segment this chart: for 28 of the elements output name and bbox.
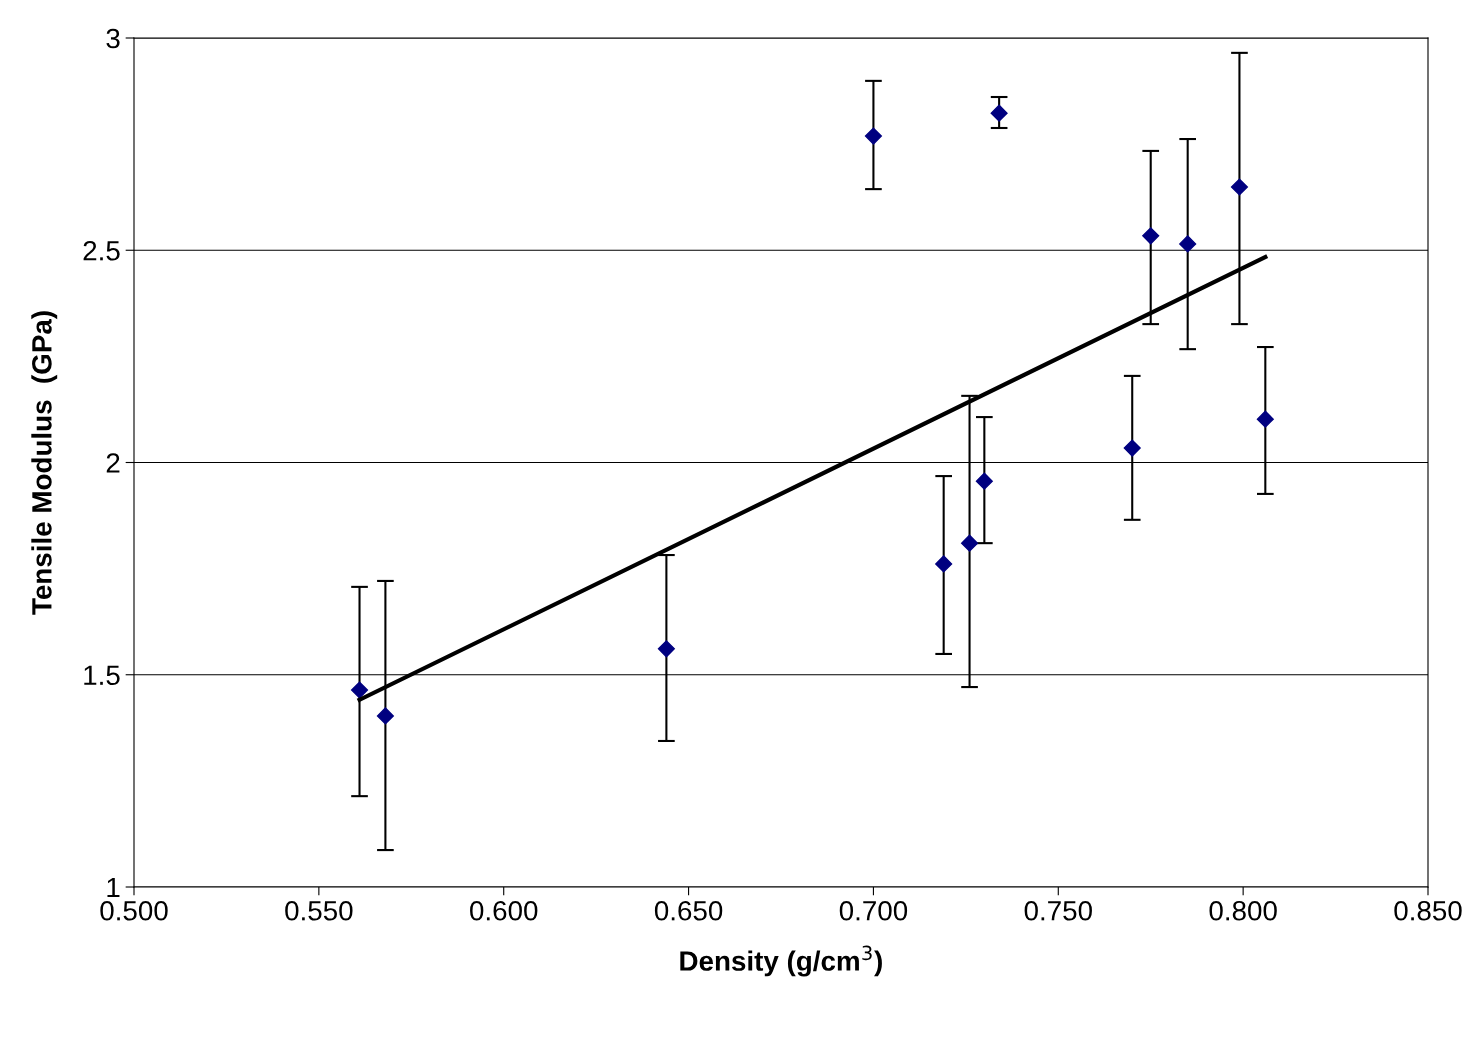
point <box>1256 410 1274 428</box>
point <box>975 472 993 490</box>
y-axis-title: Tensile Modulus (GPa) <box>31 311 58 615</box>
y-tick-label: 3 <box>106 28 120 49</box>
point <box>961 534 979 552</box>
point <box>935 555 953 573</box>
point <box>1123 439 1141 457</box>
y-tick-label: 1 <box>107 877 120 898</box>
point <box>1179 235 1197 253</box>
x-tick-label: 0.550 <box>285 900 353 921</box>
x-tick-label: 0.650 <box>654 900 723 921</box>
x-tick-label: 0.500 <box>100 900 168 921</box>
x-tick-label: 0.800 <box>1209 900 1277 921</box>
y-tick-label: 1.5 <box>84 665 120 686</box>
y-tick-label: 2.5 <box>83 240 120 261</box>
y-tick-label: 2 <box>106 453 120 473</box>
x-tick-label: 0.600 <box>470 900 538 921</box>
point <box>376 707 394 725</box>
point <box>864 127 882 145</box>
x-tick-label: 0.700 <box>839 900 908 921</box>
point <box>1142 227 1160 245</box>
x-tick-label: 0.850 <box>1394 900 1462 921</box>
point <box>990 104 1008 122</box>
x-axis-title: Density (g/cm$^{3}$) <box>680 945 882 977</box>
point <box>1230 178 1248 196</box>
point <box>350 681 369 699</box>
x-tick-label: 0.750 <box>1024 900 1092 921</box>
point <box>657 640 675 658</box>
